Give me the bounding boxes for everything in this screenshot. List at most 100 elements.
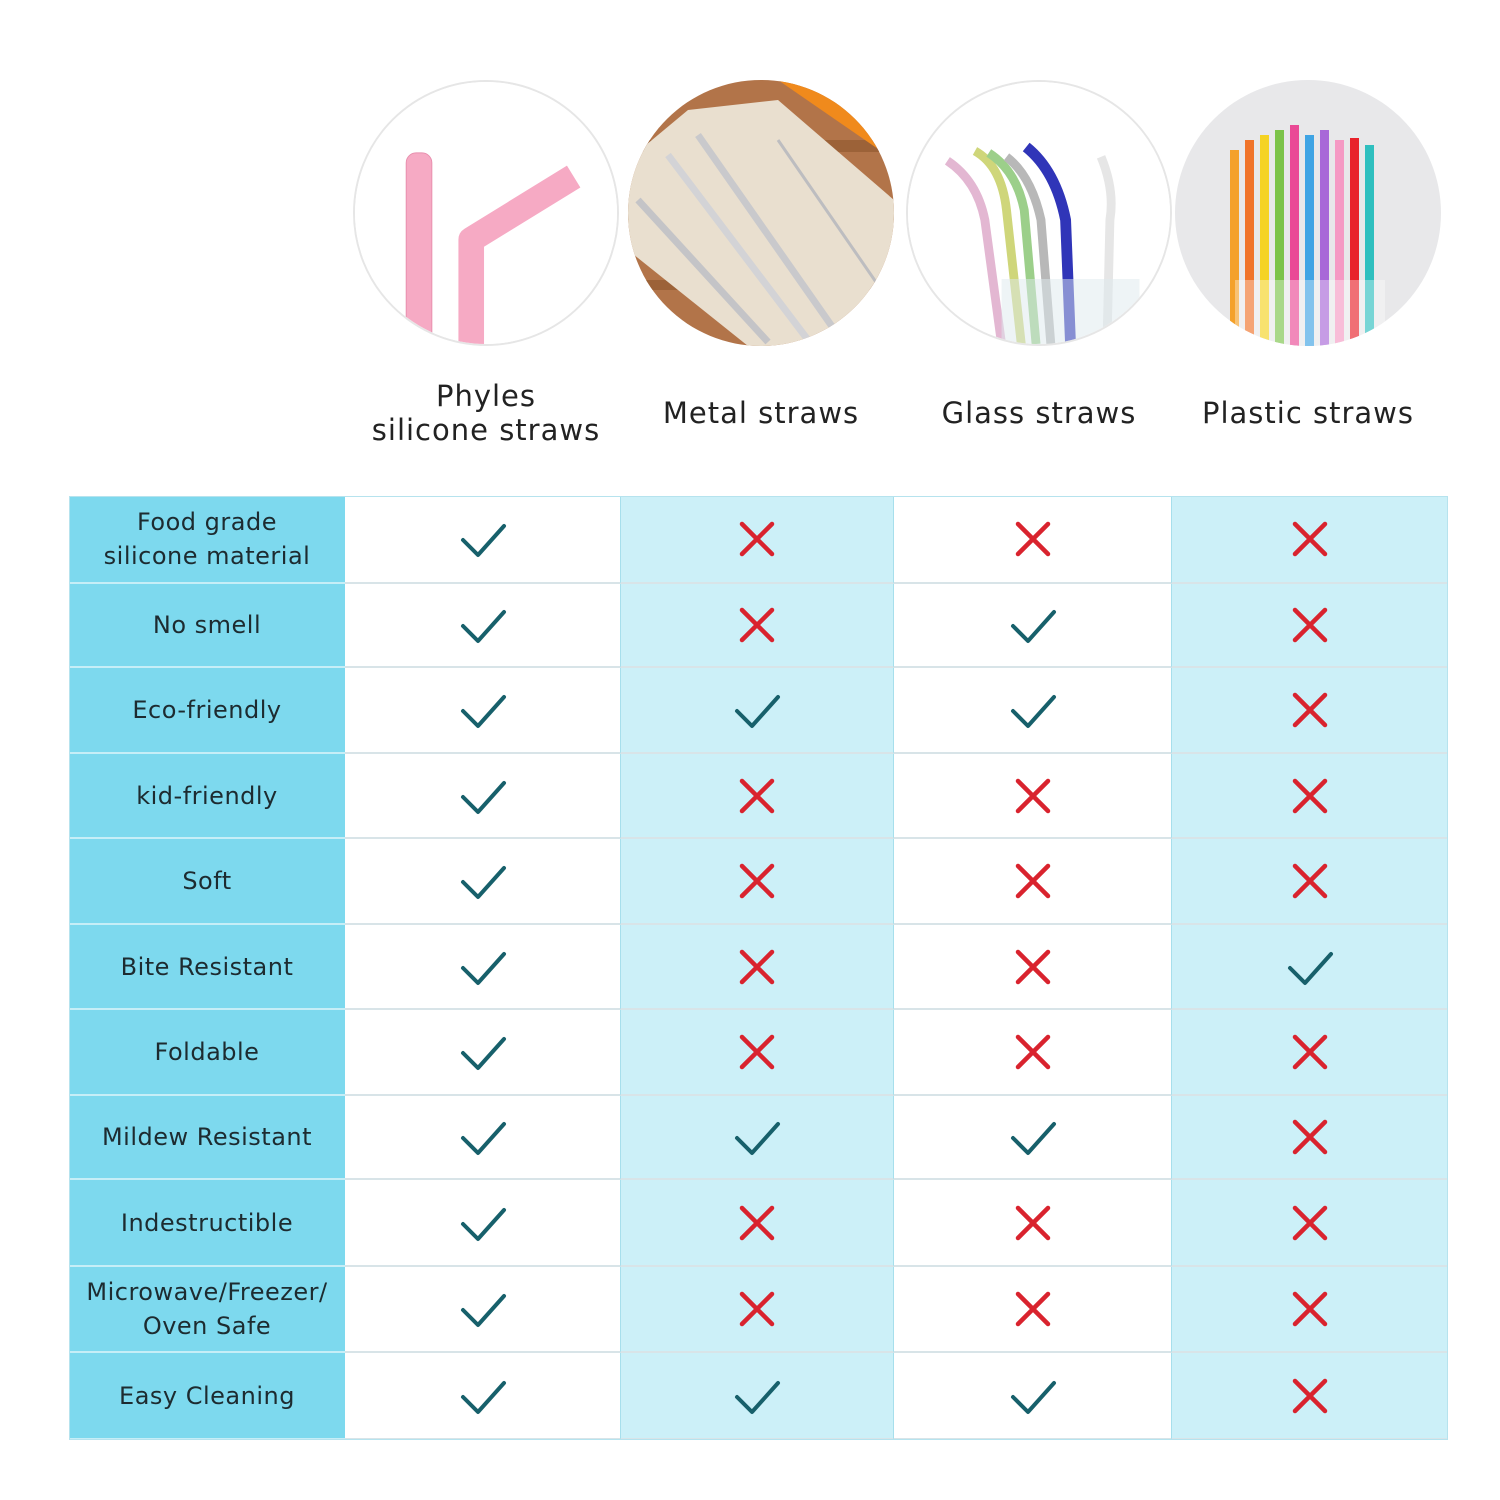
cross-icon <box>1015 949 1050 984</box>
cross-icon <box>1292 1205 1327 1240</box>
comparison-cell <box>894 1180 1171 1267</box>
comparison-cell <box>345 1353 620 1440</box>
table-row: Microwave/Freezer/ Oven Safe <box>69 1267 1448 1353</box>
cross-icon <box>739 1034 775 1070</box>
cross-icon <box>739 778 775 813</box>
plastic-straws-icon <box>1175 80 1441 346</box>
comparison-cell <box>620 668 894 754</box>
table-row: Bite Resistant <box>69 925 1448 1010</box>
comparison-cell <box>1171 1180 1448 1267</box>
cross-icon <box>1292 1378 1327 1413</box>
comparison-cell <box>1171 1353 1448 1440</box>
feature-label: Mildew Resistant <box>69 1096 345 1180</box>
comparison-cell <box>620 1096 894 1180</box>
comparison-cell <box>620 1353 894 1440</box>
column-header-plastic: Plastic straws <box>1172 80 1444 460</box>
comparison-cell <box>345 496 620 584</box>
cross-icon <box>739 607 775 643</box>
column-title: Plastic straws <box>1201 396 1414 430</box>
comparison-cell <box>1171 754 1448 839</box>
table-row: kid-friendly <box>69 754 1448 839</box>
check-icon <box>460 866 506 899</box>
feature-label: kid-friendly <box>69 754 345 839</box>
comparison-cell <box>620 584 894 668</box>
comparison-cell <box>1171 1267 1448 1353</box>
table-row: Soft <box>69 839 1448 925</box>
comparison-cell <box>1171 839 1448 925</box>
comparison-cell <box>620 754 894 839</box>
feature-label: No smell <box>69 584 345 668</box>
check-icon <box>735 1380 780 1414</box>
table-row: Eco-friendly <box>69 668 1448 754</box>
comparison-cell <box>894 1267 1171 1353</box>
check-icon <box>460 610 506 643</box>
comparison-cell <box>1171 584 1448 668</box>
comparison-cell <box>620 1010 894 1096</box>
comparison-cell <box>1171 1010 1448 1096</box>
cross-icon <box>1292 778 1327 813</box>
pink-silicone-straws-icon <box>353 80 619 346</box>
cross-icon <box>1015 1291 1050 1327</box>
cross-icon <box>1015 1205 1050 1240</box>
comparison-cell <box>345 584 620 668</box>
comparison-cell <box>345 839 620 925</box>
cross-icon <box>1015 521 1050 557</box>
feature-label: Indestructible <box>69 1180 345 1267</box>
check-icon <box>460 1294 506 1327</box>
cross-icon <box>739 863 775 899</box>
feature-label: Easy Cleaning <box>69 1353 345 1440</box>
comparison-cell <box>894 584 1171 668</box>
column-title: Phyles silicone straws <box>371 379 601 447</box>
cross-icon <box>739 521 775 557</box>
comparison-cell <box>620 925 894 1010</box>
comparison-cell <box>345 1096 620 1180</box>
column-title: Metal straws <box>662 396 860 430</box>
comparison-cell <box>1171 925 1448 1010</box>
table-row: Easy Cleaning <box>69 1353 1448 1440</box>
comparison-cell <box>620 496 894 584</box>
table-row: Food grade silicone material <box>69 496 1448 584</box>
column-title: Glass straws <box>941 396 1137 430</box>
check-icon <box>1010 1380 1056 1414</box>
feature-label: Food grade silicone material <box>69 496 345 584</box>
comparison-cell <box>894 925 1171 1010</box>
comparison-cell <box>345 925 620 1010</box>
cross-icon <box>1292 692 1327 728</box>
check-icon <box>735 695 780 728</box>
column-header-metal: Metal straws <box>625 80 897 460</box>
cross-icon <box>739 1291 775 1327</box>
comparison-cell <box>620 1180 894 1267</box>
feature-label: Foldable <box>69 1010 345 1096</box>
cross-icon <box>1292 1119 1327 1155</box>
check-icon <box>460 695 506 728</box>
comparison-cell <box>894 1353 1171 1440</box>
check-icon <box>460 524 506 557</box>
column-header-silicone: Phyles silicone straws <box>350 80 622 460</box>
cross-icon <box>1015 863 1050 899</box>
check-icon <box>460 1207 506 1241</box>
check-icon <box>460 780 506 814</box>
comparison-cell <box>345 668 620 754</box>
comparison-cell <box>620 1267 894 1353</box>
cross-icon <box>1292 607 1327 643</box>
comparison-cell <box>894 1096 1171 1180</box>
cross-icon <box>1292 863 1327 899</box>
comparison-cell <box>620 839 894 925</box>
cross-icon <box>1015 778 1050 813</box>
comparison-cell <box>345 1267 620 1353</box>
comparison-cell <box>894 754 1171 839</box>
check-icon <box>1010 610 1056 643</box>
table-row: Foldable <box>69 1010 1448 1096</box>
cross-icon <box>1292 1034 1327 1070</box>
comparison-cell <box>345 754 620 839</box>
cross-icon <box>1292 1291 1327 1327</box>
feature-label: Soft <box>69 839 345 925</box>
comparison-cell <box>1171 496 1448 584</box>
check-icon <box>1010 1122 1056 1155</box>
check-icon <box>460 1380 506 1414</box>
cross-icon <box>1015 1034 1050 1070</box>
check-icon <box>460 1037 506 1070</box>
check-icon <box>735 1122 780 1155</box>
cross-icon <box>1292 521 1327 557</box>
check-icon <box>460 951 506 985</box>
